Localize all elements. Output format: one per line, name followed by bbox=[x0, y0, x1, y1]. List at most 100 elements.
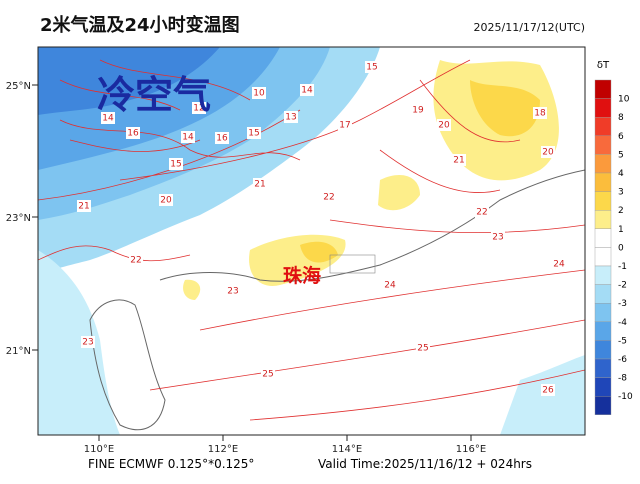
colorbar-swatch bbox=[594, 340, 612, 360]
map-frame bbox=[37, 46, 586, 436]
colorbar-swatch bbox=[594, 98, 612, 118]
contour-label-bg bbox=[416, 342, 430, 354]
contour-label-bg bbox=[365, 61, 379, 73]
contour-label: 14 bbox=[102, 114, 114, 124]
colorbar-swatch bbox=[594, 247, 612, 267]
colorbar-label: 3 bbox=[618, 188, 624, 198]
cold-air-label: 冷空气 bbox=[97, 73, 211, 117]
contour-label: 26 bbox=[542, 386, 554, 396]
contour-label-bg bbox=[452, 154, 466, 166]
colorbar-label: 1 bbox=[618, 225, 624, 235]
datetime: 2025/11/17/12(UTC) bbox=[474, 21, 586, 34]
contour-label: 20 bbox=[160, 196, 172, 206]
colorbar-label: 4 bbox=[618, 169, 624, 179]
contour-label: 10 bbox=[253, 89, 265, 99]
contour-label: 22 bbox=[323, 193, 334, 203]
footer-source: FINE ECMWF 0.125°*0.125° bbox=[88, 457, 254, 471]
colorbar-label: -4 bbox=[618, 318, 627, 328]
colorbar-label: -8 bbox=[618, 374, 627, 384]
colorbar-swatch bbox=[594, 228, 612, 248]
colorbar-label: -3 bbox=[618, 299, 627, 309]
contour-label: 23 bbox=[82, 338, 93, 348]
contour-label: 24 bbox=[553, 260, 565, 270]
contour-label: 23 bbox=[492, 233, 503, 243]
lat-label: 23°N bbox=[6, 213, 31, 224]
contour-label-bg bbox=[338, 119, 352, 131]
colorbar-label: 0 bbox=[618, 243, 624, 253]
contour-label-bg bbox=[77, 200, 91, 212]
contour-label-bg bbox=[541, 146, 555, 158]
contour-label-bg bbox=[181, 131, 195, 143]
contour-label-bg bbox=[300, 84, 314, 96]
map-area: 15 14 14 16 14 16 15 10 12 13 15 20 21 22 23 24 24 25 25 26… bbox=[38, 47, 585, 435]
contour-label-bg bbox=[491, 231, 505, 243]
contour-label: 19 bbox=[412, 106, 424, 116]
colorbar-swatch bbox=[594, 265, 612, 285]
contour-label: 15 bbox=[366, 63, 377, 73]
lat-label: 21°N bbox=[6, 346, 31, 357]
contour-label-bg bbox=[475, 206, 489, 218]
contour-label-bg bbox=[253, 178, 267, 190]
contour-label: 20 bbox=[542, 148, 554, 158]
contour-label: 21 bbox=[453, 156, 464, 166]
colorbar-swatch bbox=[594, 135, 612, 155]
contour-label-bg bbox=[322, 191, 336, 203]
contour-label: 23 bbox=[227, 287, 238, 297]
contour-label-bg bbox=[541, 384, 555, 396]
contour-label-bg bbox=[169, 158, 183, 170]
contour-label-bg bbox=[383, 279, 397, 291]
lon-label: 114°E bbox=[332, 444, 362, 455]
contour-label: 25 bbox=[417, 344, 428, 354]
colorbar-label: -1 bbox=[618, 262, 627, 272]
lon-label: 110°E bbox=[84, 444, 114, 455]
colorbar-swatch bbox=[594, 321, 612, 341]
colorbar-label: 10 bbox=[618, 95, 630, 105]
colorbar-swatch bbox=[594, 116, 612, 136]
colorbar-title: δT bbox=[597, 60, 610, 71]
contour-label-bg bbox=[552, 258, 566, 270]
colorbar-label: 6 bbox=[618, 132, 624, 142]
colorbar-label: -6 bbox=[618, 355, 627, 365]
colorbar-label: -2 bbox=[618, 281, 627, 291]
contour-label-bg bbox=[226, 285, 240, 297]
contour-label-bg bbox=[159, 194, 173, 206]
contour-label: 15 bbox=[170, 160, 181, 170]
colorbar-swatch bbox=[594, 284, 612, 304]
contour-label-bg bbox=[533, 107, 547, 119]
colorbar-swatch bbox=[594, 377, 612, 397]
colorbar-label: -10 bbox=[618, 392, 633, 402]
contour-label-bg bbox=[411, 104, 425, 116]
colorbar-label: 5 bbox=[618, 150, 624, 160]
colorbar-swatch bbox=[594, 396, 612, 416]
contour-label-bg bbox=[215, 132, 229, 144]
colorbar-label: 2 bbox=[618, 206, 624, 216]
contour-label: 18 bbox=[534, 109, 546, 119]
lat-label: 25°N bbox=[6, 81, 31, 92]
contour-label-bg bbox=[192, 102, 206, 114]
contour-label-bg bbox=[101, 112, 115, 124]
contour-label-bg bbox=[247, 127, 261, 139]
colorbar-swatch bbox=[594, 358, 612, 378]
colorbar-swatch bbox=[594, 191, 612, 211]
contour-label-bg bbox=[261, 368, 275, 380]
contour-label: 22 bbox=[476, 208, 487, 218]
contour-label: 16 bbox=[216, 134, 228, 144]
title: 2米气温及24小时变温图 bbox=[40, 14, 240, 36]
colorbar-label: -5 bbox=[618, 336, 627, 346]
contour-label: 13 bbox=[285, 113, 296, 123]
contour-label: 21 bbox=[78, 202, 89, 212]
contour-label-bg bbox=[284, 111, 298, 123]
contour-label-bg bbox=[252, 87, 266, 99]
colorbar-swatch bbox=[594, 154, 612, 174]
contour-label-bg bbox=[129, 254, 143, 266]
lon-label: 112°E bbox=[208, 444, 238, 455]
lon-label: 116°E bbox=[456, 444, 486, 455]
colorbar-swatch bbox=[594, 303, 612, 323]
contour-label: 12 bbox=[193, 104, 204, 114]
colorbar-label: 8 bbox=[618, 113, 624, 123]
contour-label: 17 bbox=[339, 121, 350, 131]
colorbar-swatch bbox=[594, 172, 612, 192]
zhuhai-label: 珠海 bbox=[283, 264, 321, 287]
contour-label: 24 bbox=[384, 281, 396, 291]
